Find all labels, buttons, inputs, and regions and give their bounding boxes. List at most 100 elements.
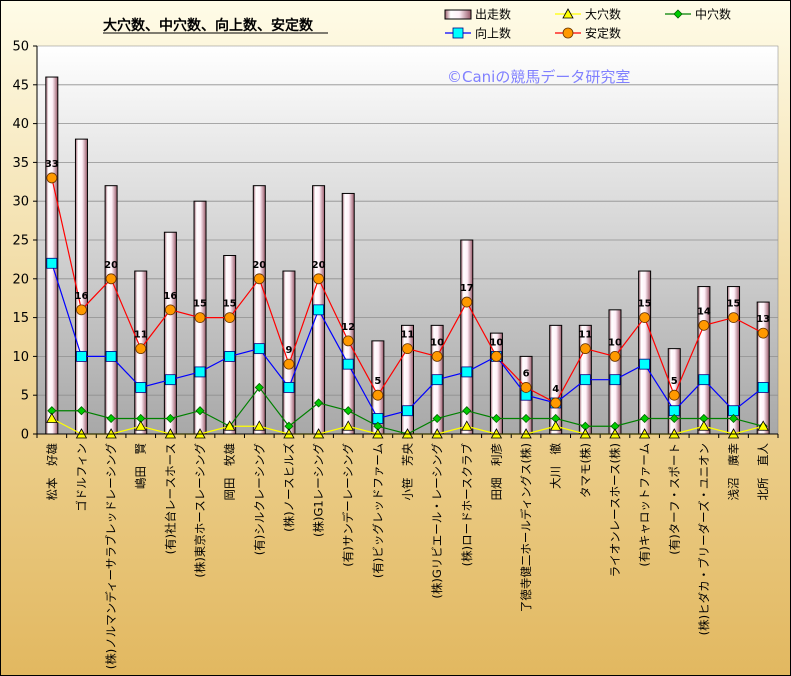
y-tick-label: 35 bbox=[12, 156, 29, 171]
point bbox=[668, 389, 680, 401]
chart-title: 大穴数、中穴数、向上数、安定数 bbox=[103, 17, 314, 34]
point bbox=[550, 397, 562, 409]
y-tick-label: 20 bbox=[12, 272, 29, 287]
point bbox=[402, 343, 413, 355]
point bbox=[372, 389, 384, 401]
point bbox=[431, 350, 443, 362]
point bbox=[253, 273, 265, 285]
data-label: 11 bbox=[401, 330, 415, 341]
data-label: 17 bbox=[460, 283, 474, 294]
point bbox=[452, 27, 464, 39]
point bbox=[757, 327, 769, 339]
point bbox=[105, 350, 117, 362]
point bbox=[728, 413, 739, 424]
data-label: 11 bbox=[134, 330, 148, 341]
point bbox=[402, 405, 413, 417]
marker-series bbox=[46, 172, 769, 439]
point bbox=[461, 420, 473, 431]
category-label: (有)ビッグレッドファーム bbox=[371, 443, 385, 578]
category-label: (株)東京ホースレーシング bbox=[193, 443, 207, 578]
y-tick-label: 30 bbox=[12, 195, 29, 210]
point bbox=[461, 366, 473, 378]
category-label: (有)キャロットファーム bbox=[638, 443, 652, 567]
point bbox=[76, 406, 87, 416]
data-label: 5 bbox=[374, 376, 381, 387]
point bbox=[135, 343, 147, 355]
data-labels: 33 16 20 11 16 15 15 20 9 20 12 5 11 10 17 10 6 4 11 10 15 5 1… bbox=[45, 159, 770, 395]
data-label: 10 bbox=[608, 337, 622, 348]
category-label: (株)ロードホースクラブ bbox=[460, 443, 474, 567]
category-label: 北所 直人 bbox=[756, 443, 770, 501]
bar bbox=[45, 76, 59, 435]
data-label: 13 bbox=[756, 314, 770, 325]
point bbox=[757, 420, 769, 431]
point bbox=[313, 273, 324, 285]
point bbox=[164, 304, 176, 316]
legend-label: 大穴数 bbox=[585, 7, 621, 22]
legend-label: 向上数 bbox=[475, 26, 511, 41]
legend-label: 出走数 bbox=[475, 7, 511, 22]
data-label: 14 bbox=[697, 306, 711, 317]
point bbox=[224, 350, 236, 362]
category-label: (株)ノースヒルズ bbox=[282, 443, 296, 532]
data-label: 20 bbox=[252, 260, 266, 271]
bar bbox=[341, 192, 355, 435]
category-label: (有)ターフ・スポート bbox=[667, 443, 681, 555]
point bbox=[579, 343, 591, 355]
bar bbox=[74, 138, 88, 435]
data-label: 15 bbox=[727, 299, 741, 310]
y-tick-label: 25 bbox=[12, 234, 29, 249]
data-label: 15 bbox=[638, 299, 652, 310]
category-label: ゴドルフィン bbox=[74, 443, 88, 512]
point bbox=[135, 382, 147, 393]
category-label: 了徳寺健二ホールディングス(株) bbox=[519, 443, 533, 612]
y-tick-label: 45 bbox=[12, 78, 29, 93]
point bbox=[562, 8, 574, 19]
category-label: ライオンレースホース(株) bbox=[608, 443, 622, 577]
point bbox=[194, 366, 206, 378]
data-label: 16 bbox=[163, 291, 177, 302]
point bbox=[673, 9, 683, 19]
point bbox=[313, 304, 324, 316]
point bbox=[253, 420, 265, 431]
point bbox=[640, 413, 650, 424]
category-label: 田畑 利彦 bbox=[489, 443, 503, 501]
point bbox=[520, 382, 532, 393]
point bbox=[550, 420, 562, 431]
point bbox=[579, 374, 591, 386]
y-tick-label: 50 bbox=[12, 40, 29, 55]
legend-swatch bbox=[444, 9, 472, 20]
category-label: (有)シルクレーシング bbox=[252, 443, 266, 556]
category-label: 小笹 芳央 bbox=[401, 443, 415, 501]
point bbox=[669, 413, 679, 424]
y-tick-label: 5 bbox=[21, 389, 29, 404]
point bbox=[698, 420, 710, 431]
x-axis-categories: 松本 好雄 ゴドルフィン (株)ノルマンディーサラブレッドレーシング 嶋田 賢 (有)社… bbox=[45, 443, 770, 670]
point bbox=[135, 420, 147, 431]
point bbox=[342, 358, 354, 370]
bar bbox=[223, 255, 237, 435]
point bbox=[343, 406, 353, 416]
point bbox=[254, 382, 264, 393]
point bbox=[342, 420, 354, 431]
point bbox=[194, 312, 206, 324]
point bbox=[224, 312, 236, 324]
point bbox=[609, 350, 621, 362]
data-label: 12 bbox=[341, 322, 355, 333]
point bbox=[195, 406, 205, 416]
data-label: 5 bbox=[671, 376, 678, 387]
point bbox=[46, 257, 58, 269]
point bbox=[562, 27, 574, 39]
bar bbox=[401, 324, 414, 435]
bar bbox=[460, 239, 474, 435]
point bbox=[609, 374, 621, 386]
data-label: 20 bbox=[104, 260, 118, 271]
point bbox=[461, 296, 473, 308]
legend-label: 中穴数 bbox=[695, 7, 731, 22]
y-tick-label: 15 bbox=[12, 311, 29, 326]
point bbox=[639, 312, 651, 324]
